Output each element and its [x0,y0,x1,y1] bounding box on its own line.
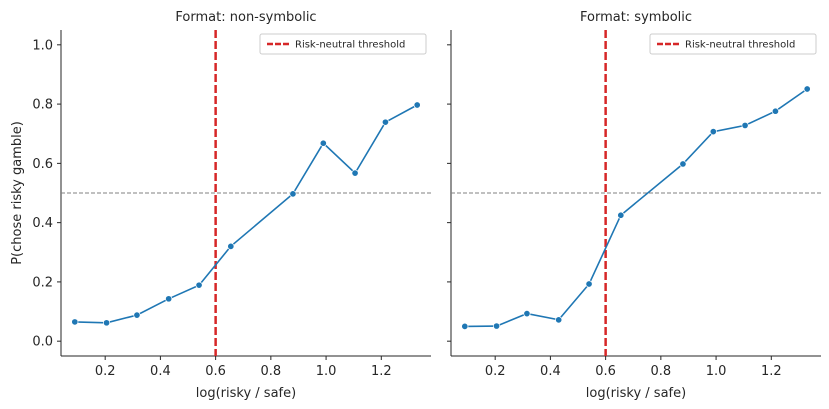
legend-box [649,33,817,55]
data-point [679,160,687,168]
data-point [381,118,389,126]
data-point [493,322,501,330]
y-tick-label: 1.0 [32,38,53,53]
y-tick-label: 0.4 [32,216,53,231]
data-point [351,169,359,177]
y-tick-label: 0.0 [32,335,53,350]
x-tick-label: 0.6 [205,364,226,379]
x-tick-label: 0.6 [595,364,616,379]
x-tick-label: 0.4 [150,364,171,379]
x-axis-label: log(risky / safe) [586,386,686,401]
series-line [74,104,418,324]
panel-title: Format: symbolic [580,10,692,25]
y-axis-label: P(chose risky gamble) [10,121,25,265]
data-point [289,190,297,198]
data-point [71,318,79,326]
legend-box [259,33,427,55]
panel-symbolic: 0.2 0.4 0.6 0.8 1.0 1.2 Format: symbolic log(ri… [447,10,821,401]
data-point [133,311,141,319]
data-point [585,280,593,288]
data-point [709,128,717,136]
panel-non-symbolic: 0.2 0.4 0.6 0.8 1.0 1.2 0.0 0.2 0.4 0.6 0.8 1.0 Form… [32,10,431,401]
data-point [741,121,749,129]
y-tick-label: 0.8 [32,98,53,113]
data-point [319,139,327,147]
data-point [227,242,235,250]
x-axis-label: log(risky / safe) [196,386,296,401]
data-point [195,281,203,289]
data-point [413,101,421,109]
data-point [523,310,531,318]
x-tick-label: 1.2 [761,364,782,379]
x-tick-label: 0.2 [485,364,506,379]
x-tick-label: 0.2 [95,364,116,379]
data-point [771,107,779,115]
data-point [103,319,111,327]
series-line [464,88,808,328]
x-tick-label: 1.2 [371,364,392,379]
legend: Risk-neutral threshold [649,33,817,55]
legend-label: Risk-neutral threshold [295,40,405,51]
data-point [555,316,563,324]
data-point [165,295,173,303]
legend-label: Risk-neutral threshold [685,40,795,51]
x-tick-label: 1.0 [316,364,337,379]
data-point [461,322,469,330]
data-point [617,211,625,219]
x-tick-label: 1.0 [706,364,727,379]
panel-title: Format: non-symbolic [175,10,316,25]
x-tick-label: 0.8 [651,364,672,379]
x-tick-label: 0.8 [261,364,282,379]
x-tick-label: 0.4 [540,364,561,379]
y-tick-label: 0.2 [32,275,53,290]
y-tick-label: 0.6 [32,157,53,172]
legend: Risk-neutral threshold [259,33,427,55]
data-point [803,85,811,93]
